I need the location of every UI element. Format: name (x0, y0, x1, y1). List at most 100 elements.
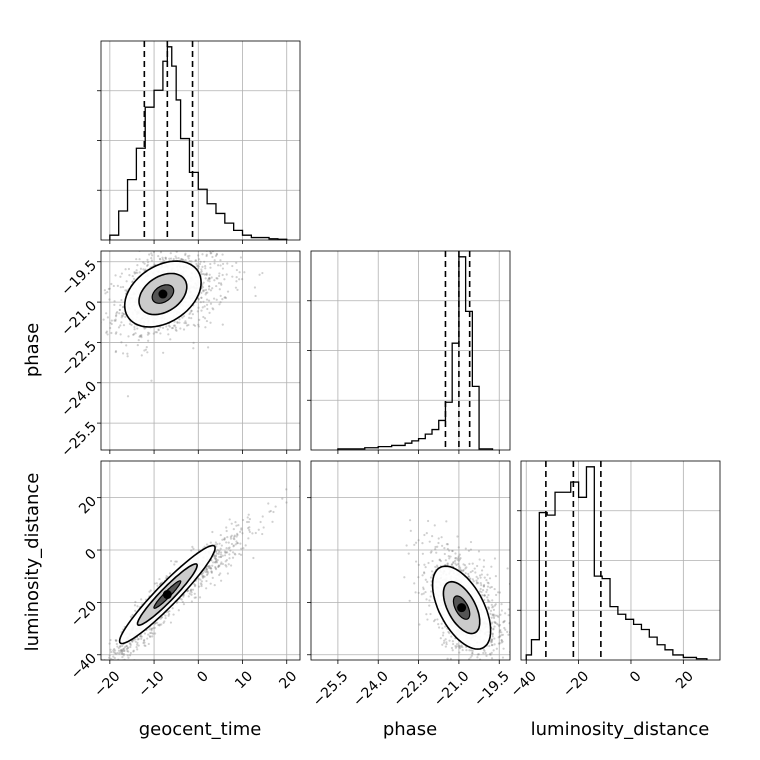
hist-panel-phase (307, 250, 511, 454)
sample-point (444, 638, 447, 641)
sample-point (488, 652, 492, 655)
sample-point (418, 623, 421, 626)
sample-point (473, 567, 476, 570)
sample-point (454, 644, 457, 648)
sample-point (470, 654, 473, 657)
sample-point (210, 570, 213, 573)
sample-point (492, 649, 495, 652)
sample-point (146, 333, 150, 336)
sample-point (449, 555, 452, 558)
sample-point (161, 258, 164, 261)
sample-point (110, 331, 113, 335)
sample-point (467, 572, 470, 576)
sample-point (508, 669, 510, 671)
sample-point (491, 606, 494, 609)
sample-point (498, 635, 502, 638)
sample-point (175, 560, 178, 563)
sample-point (239, 530, 242, 533)
sample-point (209, 321, 212, 324)
sample-point (506, 567, 509, 570)
sample-point (450, 563, 454, 566)
sample-point (134, 638, 137, 641)
sample-point (134, 640, 137, 643)
sample-point (229, 564, 233, 567)
sample-point (422, 592, 425, 595)
sample-point (215, 252, 219, 256)
sample-point (494, 575, 497, 578)
sample-point (159, 258, 162, 261)
sample-point (490, 565, 493, 568)
sample-point (178, 321, 181, 324)
sample-point (109, 321, 112, 324)
sample-point (215, 561, 219, 564)
x-tick-label: 20 (673, 668, 697, 692)
y-tick-label: 20 (76, 493, 100, 517)
sample-point (164, 257, 167, 261)
sample-point (200, 273, 203, 276)
sample-point (162, 351, 165, 354)
sample-point (200, 291, 203, 294)
sample-point (208, 311, 211, 314)
sample-point (204, 568, 207, 571)
sample-point (493, 620, 496, 624)
sample-point (190, 600, 194, 603)
sample-point (450, 646, 454, 650)
sample-point (455, 557, 458, 560)
sample-point (227, 547, 230, 550)
x-tick-label: 20 (276, 668, 300, 692)
sample-point (189, 311, 192, 314)
sample-point (219, 551, 223, 554)
sample-point (126, 649, 129, 653)
sample-point (537, 650, 539, 652)
sample-point (121, 652, 124, 655)
sample-point (214, 561, 217, 564)
sample-point (218, 303, 221, 306)
x-tick-label: −40 (508, 668, 540, 700)
sample-point (239, 256, 243, 259)
sample-point (113, 319, 116, 322)
sample-point (425, 598, 428, 601)
sample-point (235, 268, 238, 272)
sample-point (501, 633, 505, 636)
sample-point (426, 618, 429, 621)
sample-point (225, 565, 228, 568)
sample-point (500, 603, 503, 606)
sample-point (490, 603, 493, 606)
sample-point (417, 576, 420, 579)
sample-point (469, 656, 472, 659)
x-tick-label: −24.0 (350, 668, 392, 710)
sample-point (476, 564, 479, 568)
sample-point (503, 619, 506, 623)
sample-point (167, 614, 170, 617)
sample-point (488, 577, 492, 580)
sample-point (498, 624, 501, 628)
sample-point (146, 258, 149, 262)
sample-point (451, 649, 454, 652)
sample-point (493, 643, 496, 646)
sample-point (165, 574, 168, 578)
sample-point (194, 584, 197, 587)
sample-point (457, 562, 460, 566)
sample-point (480, 590, 483, 594)
sample-point (517, 624, 519, 626)
sample-point (121, 285, 125, 289)
sample-point (457, 546, 460, 549)
sample-point (156, 621, 159, 624)
sample-point (148, 628, 151, 631)
sample-point (205, 273, 208, 276)
sample-point (121, 352, 125, 355)
sample-point (205, 273, 208, 276)
sample-point (116, 311, 119, 314)
sample-point (119, 304, 122, 307)
sample-point (205, 272, 208, 275)
sample-point (498, 591, 501, 594)
sample-point (489, 653, 492, 656)
sample-point (451, 549, 454, 553)
sample-point (477, 653, 480, 656)
sample-point (513, 593, 515, 595)
sample-point (213, 279, 216, 282)
sample-point (457, 555, 460, 558)
sample-point (238, 278, 241, 281)
sample-point (213, 584, 216, 587)
sample-point (192, 341, 195, 344)
